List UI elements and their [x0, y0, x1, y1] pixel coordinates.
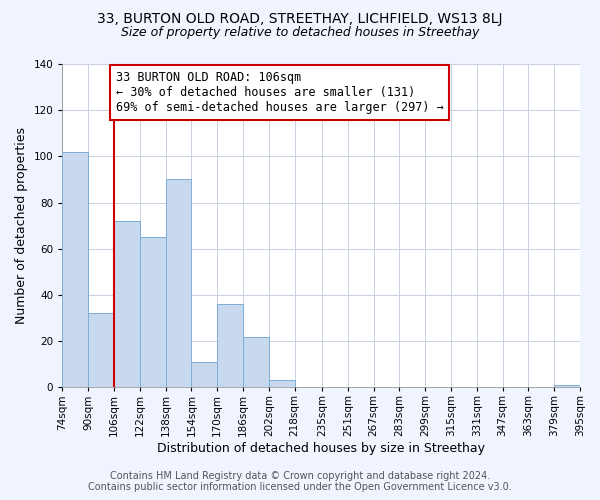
X-axis label: Distribution of detached houses by size in Streethay: Distribution of detached houses by size … [157, 442, 485, 455]
Bar [88, 314, 114, 388]
Text: Contains HM Land Registry data © Crown copyright and database right 2024.
Contai: Contains HM Land Registry data © Crown c… [88, 471, 512, 492]
Bar [554, 385, 580, 388]
Bar [166, 180, 191, 388]
Bar [217, 304, 243, 388]
Text: Size of property relative to detached houses in Streethay: Size of property relative to detached ho… [121, 26, 479, 39]
Bar [269, 380, 295, 388]
Text: 33 BURTON OLD ROAD: 106sqm
← 30% of detached houses are smaller (131)
69% of sem: 33 BURTON OLD ROAD: 106sqm ← 30% of deta… [116, 71, 443, 114]
Bar [243, 336, 269, 388]
Bar [62, 152, 88, 388]
Bar [114, 221, 140, 388]
Bar [140, 237, 166, 388]
Text: 33, BURTON OLD ROAD, STREETHAY, LICHFIELD, WS13 8LJ: 33, BURTON OLD ROAD, STREETHAY, LICHFIEL… [97, 12, 503, 26]
Bar [191, 362, 217, 388]
Y-axis label: Number of detached properties: Number of detached properties [15, 127, 28, 324]
